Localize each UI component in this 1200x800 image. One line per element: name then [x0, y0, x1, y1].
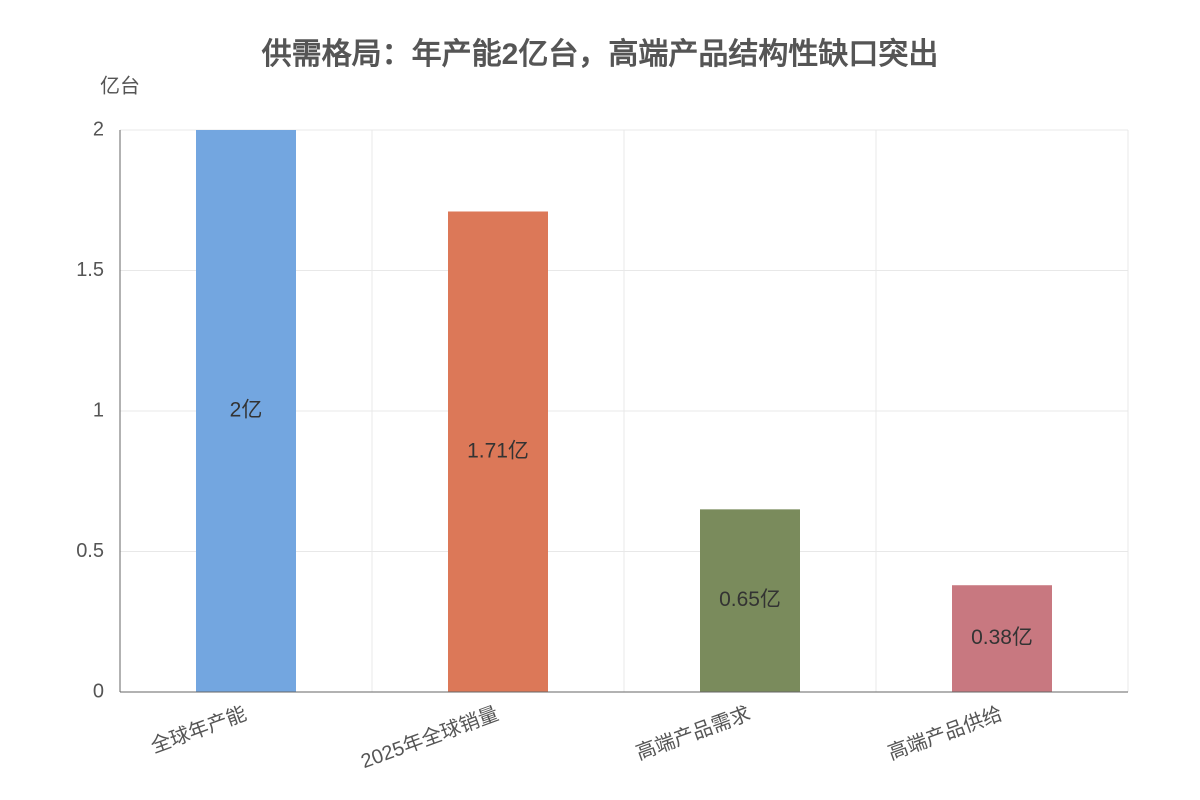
- bar: [448, 211, 548, 693]
- bar: [952, 585, 1052, 692]
- y-tick-label: 2: [93, 118, 104, 140]
- chart-title: 供需格局：年产能2亿台，高端产品结构性缺口突出: [261, 37, 939, 71]
- data-label: 0.65亿: [719, 588, 781, 611]
- x-tick-label: 全球年产能: [148, 702, 250, 758]
- y-tick-label: 1: [93, 399, 104, 421]
- bar: [196, 130, 296, 692]
- y-tick-label: 0.5: [76, 540, 104, 562]
- data-label: 0.38亿: [971, 626, 1033, 649]
- x-tick-label: 高端产品需求: [633, 702, 754, 765]
- y-tick-label: 0: [93, 680, 104, 702]
- y-axis-label: 亿台: [100, 74, 140, 97]
- data-label: 2亿: [230, 399, 263, 422]
- data-label: 1.71亿: [467, 439, 529, 462]
- y-tick-label: 1.5: [76, 259, 104, 281]
- bar: [700, 509, 800, 692]
- x-tick-label: 2025年全球销量: [358, 702, 502, 773]
- x-tick-label: 高端产品供给: [885, 702, 1006, 765]
